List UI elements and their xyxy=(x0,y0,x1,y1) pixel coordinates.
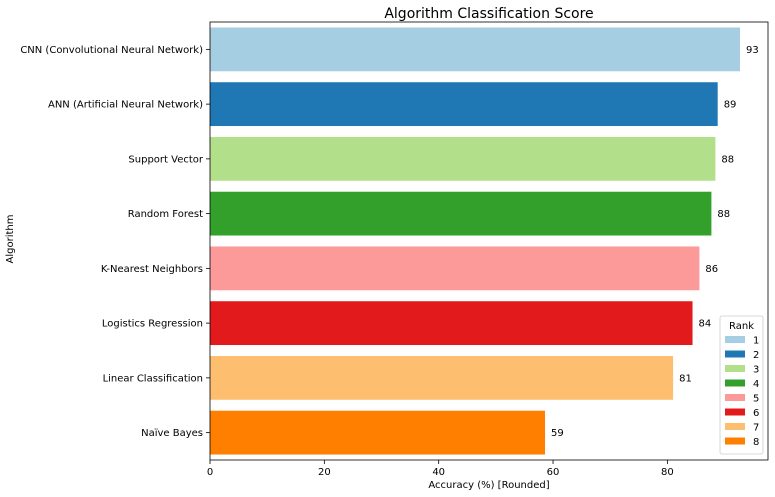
legend-title: Rank xyxy=(729,321,754,332)
bar xyxy=(210,136,716,181)
x-tick-label: 60 xyxy=(547,467,560,478)
bar xyxy=(210,82,718,127)
data-labels-group: 93 89 88 88 86 84 81 59 xyxy=(551,45,759,439)
category-label: Random Forest xyxy=(128,209,203,220)
legend-swatch xyxy=(725,437,745,445)
legend: Rank 1 2 3 4 5 6 7 8 xyxy=(719,315,764,455)
legend-swatch xyxy=(725,336,745,343)
bar xyxy=(210,27,740,72)
legend-entry: 7 xyxy=(753,423,759,434)
data-label: 59 xyxy=(551,428,564,439)
bars-group xyxy=(210,27,740,455)
x-ticks-group: 0 20 40 60 80 xyxy=(207,460,674,478)
data-label: 81 xyxy=(679,373,692,384)
legend-swatch xyxy=(725,350,745,358)
chart-title: Algorithm Classification Score xyxy=(384,6,593,22)
legend-entry: 2 xyxy=(753,350,759,361)
legend-entry: 1 xyxy=(753,336,759,347)
x-axis-label: Accuracy (%) [Rounded] xyxy=(428,480,549,491)
legend-swatch xyxy=(725,365,745,372)
plot-frame xyxy=(209,21,769,461)
category-label: Linear Classification xyxy=(103,373,203,384)
legend-swatch xyxy=(725,408,745,416)
legend-entry: 6 xyxy=(753,408,759,419)
x-tick-label: 80 xyxy=(661,467,674,478)
x-tick-label: 20 xyxy=(318,467,331,478)
data-label: 89 xyxy=(724,100,737,111)
data-label: 86 xyxy=(705,264,718,275)
bar xyxy=(210,301,693,346)
category-label: ANN (Artificial Neural Network) xyxy=(48,100,203,111)
bar xyxy=(210,191,712,236)
x-tick-label: 0 xyxy=(207,467,213,478)
category-label: Naïve Bayes xyxy=(141,428,203,439)
category-labels-group: CNN (Convolutional Neural Network) ANN (A… xyxy=(20,45,210,439)
bar xyxy=(210,410,546,455)
category-label: Support Vector xyxy=(128,154,203,165)
legend-entry: 3 xyxy=(753,365,759,376)
category-label: Logistics Regression xyxy=(102,319,203,330)
category-label: CNN (Convolutional Neural Network) xyxy=(20,45,203,56)
legend-swatch xyxy=(725,423,745,430)
legend-entry: 8 xyxy=(753,437,759,448)
data-label: 88 xyxy=(721,154,734,165)
legend-swatch xyxy=(725,379,745,387)
legend-swatch xyxy=(725,394,745,401)
data-label: 88 xyxy=(717,209,730,220)
data-label: 93 xyxy=(746,45,759,56)
y-axis-label: Algorithm xyxy=(5,215,16,264)
x-tick-label: 40 xyxy=(432,467,445,478)
category-label: K-Nearest Neighbors xyxy=(101,264,203,275)
legend-entry: 5 xyxy=(753,394,759,405)
bar xyxy=(210,246,700,291)
data-label: 84 xyxy=(699,319,712,330)
legend-entry: 4 xyxy=(753,379,759,390)
bar xyxy=(210,355,674,400)
